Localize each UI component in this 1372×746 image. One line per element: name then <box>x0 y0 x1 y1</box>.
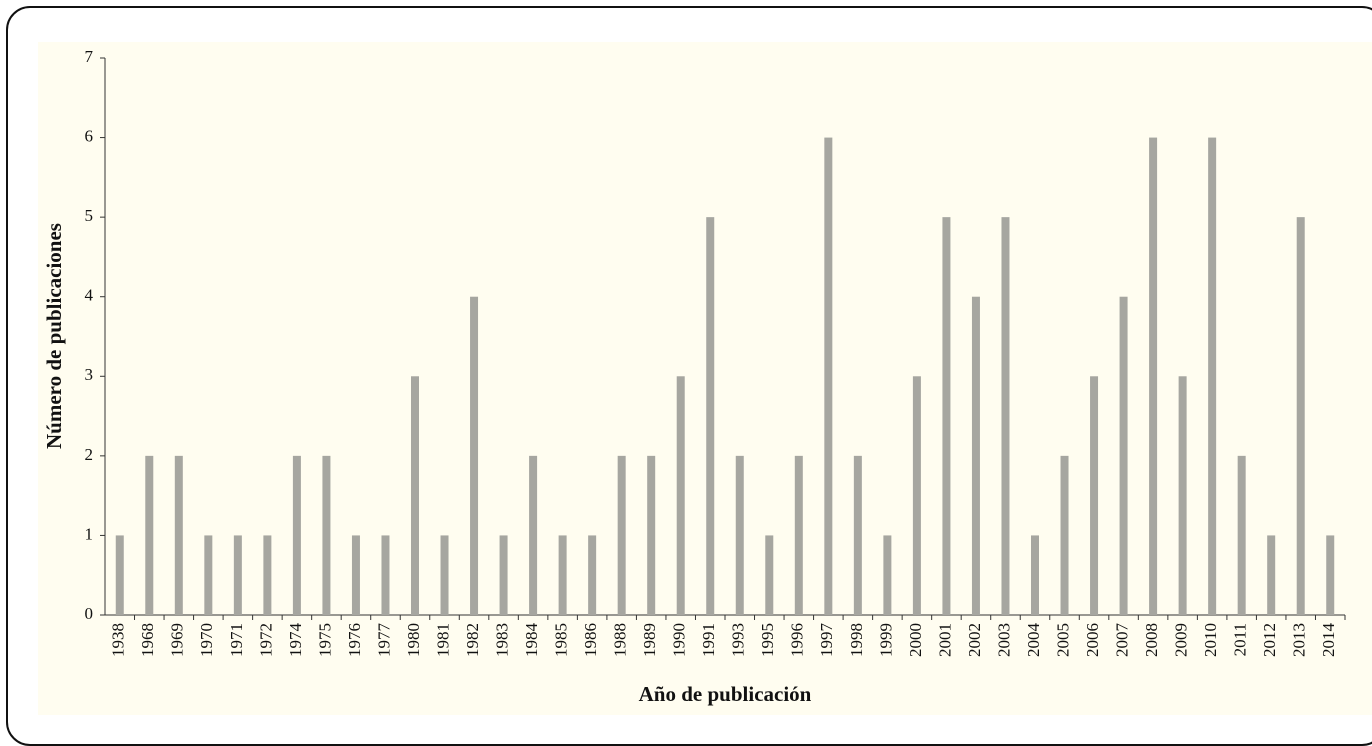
bar <box>1149 137 1158 616</box>
x-tick-label: 1997 <box>817 623 836 658</box>
x-tick-label: 1971 <box>227 623 246 657</box>
x-tick-label: 1982 <box>463 623 482 657</box>
bar <box>529 455 538 615</box>
bar <box>558 535 567 615</box>
bar <box>204 535 213 615</box>
x-tick-label: 1986 <box>581 623 600 657</box>
x-tick-label: 1999 <box>876 623 895 657</box>
bar <box>676 376 685 615</box>
x-tick-label: 1989 <box>640 623 659 657</box>
bar <box>853 455 862 615</box>
x-tick-label: 1974 <box>286 623 305 658</box>
bar <box>971 296 980 615</box>
bar <box>1326 535 1335 615</box>
x-tick-label: 1970 <box>197 623 216 657</box>
bar <box>1090 376 1099 615</box>
x-tick-label: 1976 <box>345 623 364 657</box>
x-tick-label: 2008 <box>1142 623 1161 657</box>
bar <box>499 535 508 615</box>
x-tick-label: 2007 <box>1112 623 1131 658</box>
x-tick-label: 2002 <box>965 623 984 657</box>
bar <box>735 455 744 615</box>
bar <box>617 455 626 615</box>
bar <box>322 455 331 615</box>
x-tick-label: 2013 <box>1290 623 1309 657</box>
x-tick-label: 2004 <box>1024 623 1043 658</box>
y-tick-label: 3 <box>85 365 94 384</box>
x-tick-label: 1998 <box>847 623 866 657</box>
x-tick-label: 1984 <box>522 623 541 658</box>
bar <box>440 535 449 615</box>
x-tick-label: 1991 <box>699 623 718 657</box>
x-tick-label: 1988 <box>611 623 630 657</box>
bar <box>233 535 242 615</box>
x-axis-title: Año de publicación <box>639 682 812 706</box>
bar <box>115 535 124 615</box>
x-tick-label: 1993 <box>729 623 748 657</box>
x-tick-label: 1995 <box>758 623 777 657</box>
x-tick-label: 1985 <box>552 623 571 657</box>
x-tick-label: 1969 <box>168 623 187 657</box>
y-tick-label: 7 <box>85 47 94 66</box>
x-tick-label: 1975 <box>315 623 334 657</box>
bar <box>824 137 833 616</box>
y-tick-label: 2 <box>85 445 94 464</box>
x-tick-label: 2010 <box>1201 623 1220 657</box>
bar <box>1267 535 1276 615</box>
x-tick-label: 2014 <box>1319 623 1338 658</box>
x-tick-label: 2005 <box>1053 623 1072 657</box>
bar <box>145 455 154 615</box>
bar <box>883 535 892 615</box>
x-tick-label: 1983 <box>492 623 511 657</box>
y-tick-label: 4 <box>85 286 94 305</box>
y-tick-label: 0 <box>85 604 94 623</box>
bar <box>912 376 921 615</box>
y-axis-title: Número de publicaciones <box>42 223 66 449</box>
bar <box>263 535 272 615</box>
x-tick-label: 2011 <box>1231 623 1250 656</box>
x-tick-label: 1990 <box>670 623 689 657</box>
x-tick-label: 2012 <box>1260 623 1279 657</box>
x-tick-label: 1968 <box>138 623 157 657</box>
bar <box>351 535 360 615</box>
bar <box>1237 455 1246 615</box>
x-tick-label: 2000 <box>906 623 925 657</box>
bar <box>1001 217 1010 615</box>
y-tick-label: 1 <box>85 524 94 543</box>
bar <box>1119 296 1128 615</box>
bar <box>381 535 390 615</box>
x-tick-label: 2003 <box>994 623 1013 657</box>
x-tick-label: 1980 <box>404 623 423 657</box>
x-tick-label: 2001 <box>935 623 954 657</box>
bar <box>588 535 597 615</box>
bar <box>647 455 656 615</box>
bar <box>174 455 183 615</box>
bar <box>1296 217 1305 615</box>
bar <box>765 535 774 615</box>
x-tick-label: 1938 <box>109 623 128 657</box>
x-tick-label: 1972 <box>256 623 275 657</box>
bar <box>1060 455 1069 615</box>
bar <box>706 217 715 615</box>
bar <box>411 376 419 615</box>
bar <box>1208 137 1217 616</box>
bar <box>292 455 301 615</box>
x-tick-label: 1977 <box>374 623 393 658</box>
bar <box>470 296 479 615</box>
bar <box>1178 376 1187 615</box>
y-tick-label: 5 <box>85 206 94 225</box>
x-tick-label: 2009 <box>1172 623 1191 657</box>
x-tick-label: 1996 <box>788 623 807 657</box>
bar <box>794 455 803 615</box>
y-tick-label: 6 <box>85 126 94 145</box>
x-tick-label: 1981 <box>433 623 452 657</box>
bar <box>1031 535 1039 615</box>
x-tick-label: 2006 <box>1083 623 1102 657</box>
bar <box>942 217 951 615</box>
